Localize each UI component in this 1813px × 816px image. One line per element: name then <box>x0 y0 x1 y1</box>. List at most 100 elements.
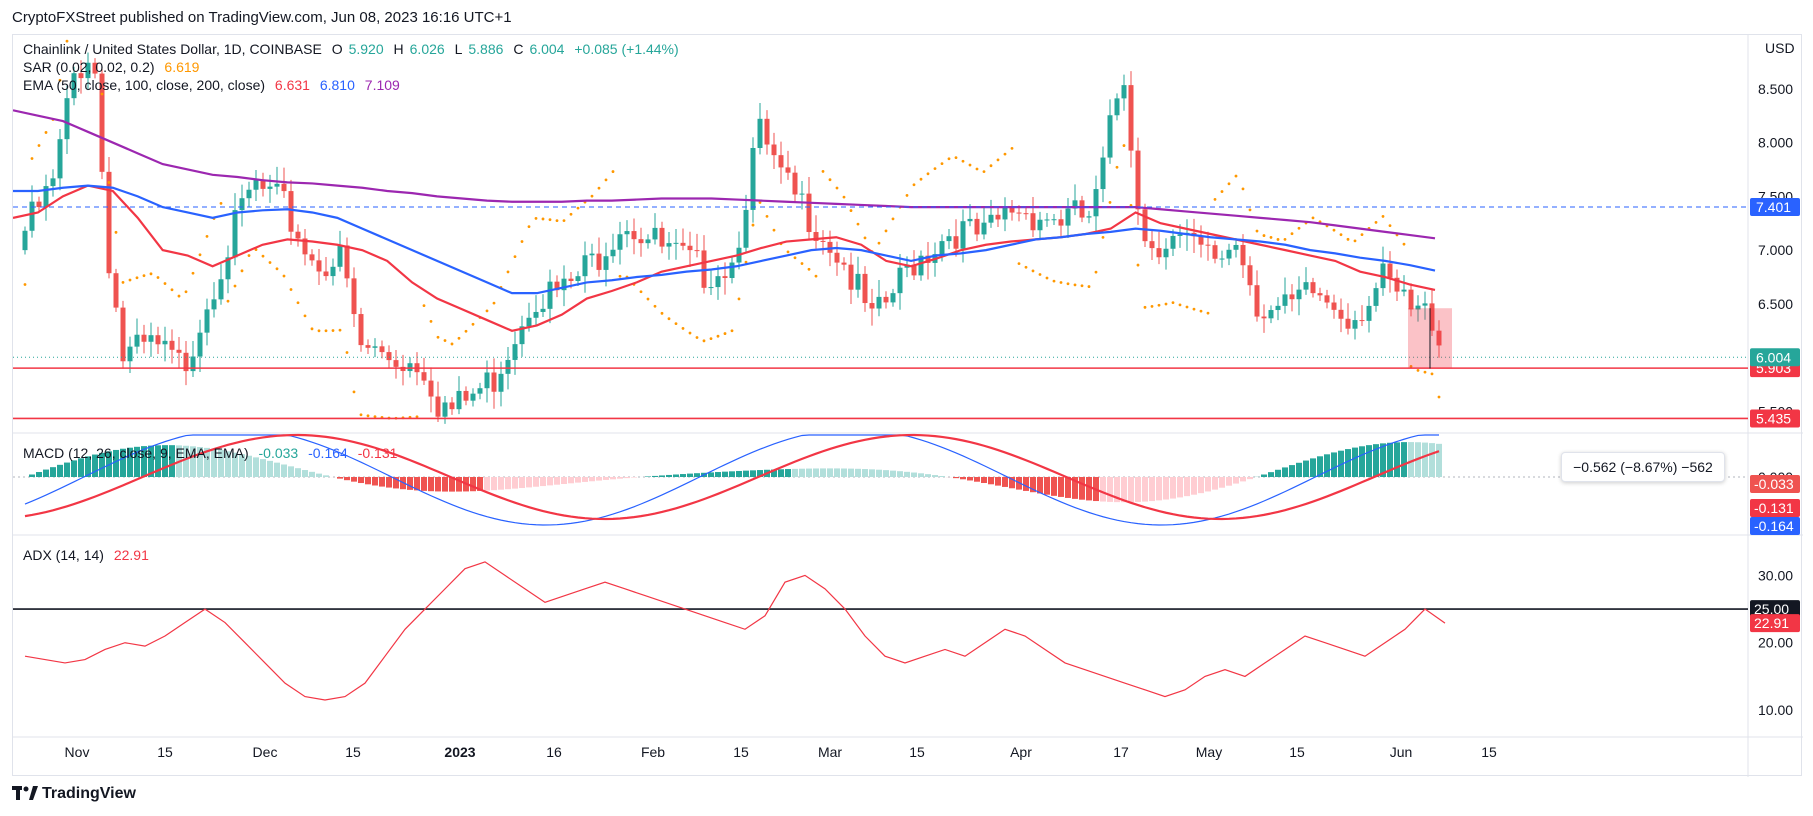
candle-body <box>757 118 763 148</box>
sar-dot <box>1248 208 1252 212</box>
candle-body <box>379 346 385 353</box>
candle-body <box>1429 303 1435 331</box>
sar-dot <box>1164 302 1168 306</box>
sar-dot <box>303 314 307 318</box>
macd-hist-bar <box>1107 477 1113 502</box>
candle-body <box>1240 244 1246 266</box>
candle-body <box>204 309 210 333</box>
sar-dot <box>1227 182 1231 186</box>
macd-hist-bar <box>799 468 805 477</box>
candle-body <box>1282 294 1288 306</box>
macd-hist-bar <box>134 446 140 477</box>
sar-dot <box>1269 236 1273 239</box>
candle-body <box>64 98 70 140</box>
macd-hist-bar <box>1002 477 1008 487</box>
candle-body <box>995 214 1001 220</box>
candle-body <box>477 388 483 394</box>
sar-dot <box>114 230 118 234</box>
sar-dot <box>520 240 524 243</box>
candle-body <box>638 239 644 244</box>
sar-dot <box>352 390 356 394</box>
sar-dot <box>800 262 804 265</box>
macd-hist-bar <box>736 470 742 477</box>
sar-dot <box>674 322 678 326</box>
sar-dot <box>744 260 748 264</box>
sar-dot <box>492 301 496 305</box>
macd-hist-bar <box>1338 450 1344 477</box>
candle-body <box>624 231 630 235</box>
macd-hist-bar <box>848 468 854 477</box>
candle-body <box>687 245 693 251</box>
candle-body <box>232 210 238 258</box>
macd-hist-bar <box>722 471 728 477</box>
sar-dot <box>1073 283 1077 287</box>
candle-body <box>967 218 973 222</box>
sar-dot <box>345 351 349 354</box>
macd-hist-bar <box>1009 477 1015 489</box>
macd-hist-bar <box>995 477 1001 486</box>
macd-hist-bar <box>1023 477 1029 491</box>
sar-dot <box>996 158 1000 162</box>
macd-hist-bar <box>1037 477 1043 494</box>
sar-dot <box>1143 305 1147 309</box>
candle-body <box>78 73 84 79</box>
macd-hist-bar <box>1359 446 1365 477</box>
macd-hist-bar <box>1436 443 1442 477</box>
macd-hist-bar <box>771 469 777 477</box>
candle-body <box>582 255 588 277</box>
candle-body <box>351 278 357 315</box>
macd-hist-bar <box>1366 445 1372 477</box>
sar-dot <box>1087 285 1091 288</box>
sar-dot <box>233 284 237 288</box>
ema200-line <box>13 109 1436 240</box>
sar-dot <box>1108 201 1112 204</box>
macd-hist-bar <box>379 477 385 487</box>
macd-hist-bar <box>449 477 455 492</box>
macd-hist-bar <box>393 477 399 489</box>
chart-svg[interactable]: USD8.5008.0007.5007.0006.5006.0005.500No… <box>13 35 1803 777</box>
sar-dot <box>100 92 104 96</box>
candle-body <box>575 276 581 281</box>
candle-body <box>260 179 266 189</box>
candle-body <box>435 396 441 417</box>
macd-hist-bar <box>729 471 735 477</box>
sar-dot <box>961 159 965 163</box>
macd-hist-bar <box>925 474 931 477</box>
macd-hist-bar <box>477 477 483 491</box>
adx-label: ADX (14, 14) <box>23 547 104 563</box>
sar-dot <box>359 413 363 417</box>
chart-container[interactable]: USD8.5008.0007.5007.0006.5006.0005.500No… <box>12 34 1803 777</box>
sar-dot <box>926 172 930 176</box>
macd-hist-bar <box>757 470 763 477</box>
candle-body <box>246 189 252 199</box>
sar-dot <box>310 327 314 331</box>
sar-dot <box>506 270 510 274</box>
candle-body <box>337 245 343 267</box>
sar-dot <box>1122 144 1126 147</box>
ema200-value: 7.109 <box>364 77 400 93</box>
sar-dot <box>723 332 727 335</box>
sar-dot <box>65 39 69 43</box>
sar-dot <box>891 217 895 221</box>
macd-hist-bar <box>407 477 413 490</box>
sar-dot <box>541 217 545 221</box>
candle-body <box>1261 316 1267 319</box>
level-tag-label-2: 5.435 <box>1756 410 1791 426</box>
candle-body <box>652 227 658 240</box>
macd-tag-0 <box>1750 475 1800 493</box>
macd-hist-bar <box>57 464 63 477</box>
sar-dot <box>191 271 195 275</box>
sar-dot <box>569 212 573 216</box>
candle-body <box>1317 293 1323 296</box>
candle-body <box>22 230 28 251</box>
sar-dot <box>184 290 188 294</box>
macd-hist-bar <box>554 477 560 485</box>
sar-dot <box>275 267 279 271</box>
sar-dot <box>1150 304 1154 308</box>
macd-hist-bar <box>1373 444 1379 477</box>
macd-hist-bar <box>1086 477 1092 501</box>
macd-hist-bar <box>498 477 504 490</box>
time-tick-label: Jun <box>1390 744 1413 760</box>
macd-hist-bar <box>1198 477 1204 494</box>
candle-body <box>988 214 994 223</box>
